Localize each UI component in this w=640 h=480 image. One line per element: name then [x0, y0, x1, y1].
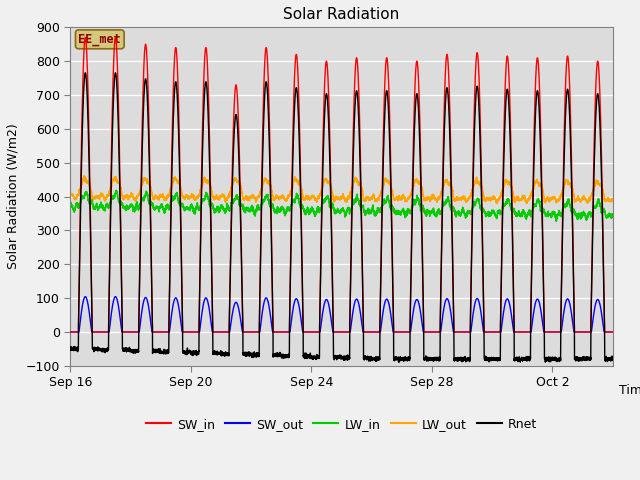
LW_out — [493, 201, 501, 206]
Rnet — [167, 228, 175, 234]
LW_out — [167, 185, 175, 191]
Rnet — [164, 348, 172, 353]
LW_in — [164, 201, 172, 207]
SW_out — [248, 329, 256, 335]
LW_in — [552, 218, 560, 224]
SW_in — [609, 329, 616, 335]
Line: LW_in: LW_in — [70, 191, 612, 221]
SW_out — [81, 294, 89, 300]
SW_in — [167, 214, 175, 220]
Rnet — [67, 346, 74, 351]
Rnet — [609, 355, 616, 361]
LW_out — [603, 196, 611, 202]
SW_in — [389, 293, 397, 299]
Line: LW_out: LW_out — [70, 176, 612, 204]
LW_in — [67, 202, 74, 207]
Rnet — [248, 354, 256, 360]
SW_out — [67, 329, 74, 335]
X-axis label: Time: Time — [619, 384, 640, 397]
LW_in — [603, 215, 611, 221]
Line: SW_out: SW_out — [70, 297, 612, 332]
Text: EE_met: EE_met — [79, 33, 121, 46]
LW_out — [389, 193, 397, 199]
SW_out — [88, 329, 96, 335]
SW_in — [248, 329, 256, 335]
Rnet — [88, 346, 96, 352]
Rnet — [395, 360, 403, 365]
Rnet — [389, 298, 397, 303]
SW_in — [81, 35, 89, 40]
LW_in — [113, 188, 120, 193]
SW_out — [609, 329, 616, 335]
SW_out — [164, 329, 172, 335]
LW_out — [248, 192, 256, 198]
LW_in — [609, 212, 616, 217]
LW_in — [88, 198, 96, 204]
Legend: SW_in, SW_out, LW_in, LW_out, Rnet: SW_in, SW_out, LW_in, LW_out, Rnet — [141, 413, 542, 436]
LW_out — [80, 173, 88, 179]
Line: SW_in: SW_in — [70, 37, 612, 332]
SW_in — [67, 329, 74, 335]
LW_out — [609, 196, 616, 202]
Title: Solar Radiation: Solar Radiation — [284, 7, 399, 22]
Rnet — [81, 70, 89, 76]
LW_out — [67, 193, 74, 199]
LW_in — [389, 205, 397, 211]
Line: Rnet: Rnet — [70, 73, 612, 362]
SW_in — [164, 329, 172, 335]
SW_out — [389, 329, 397, 335]
Rnet — [603, 358, 611, 364]
Y-axis label: Solar Radiation (W/m2): Solar Radiation (W/m2) — [7, 124, 20, 269]
SW_in — [88, 329, 96, 335]
LW_in — [167, 200, 175, 205]
SW_out — [603, 329, 611, 335]
SW_out — [167, 319, 175, 324]
LW_out — [164, 193, 172, 199]
LW_in — [248, 204, 256, 210]
LW_out — [88, 195, 96, 201]
SW_in — [603, 329, 611, 335]
